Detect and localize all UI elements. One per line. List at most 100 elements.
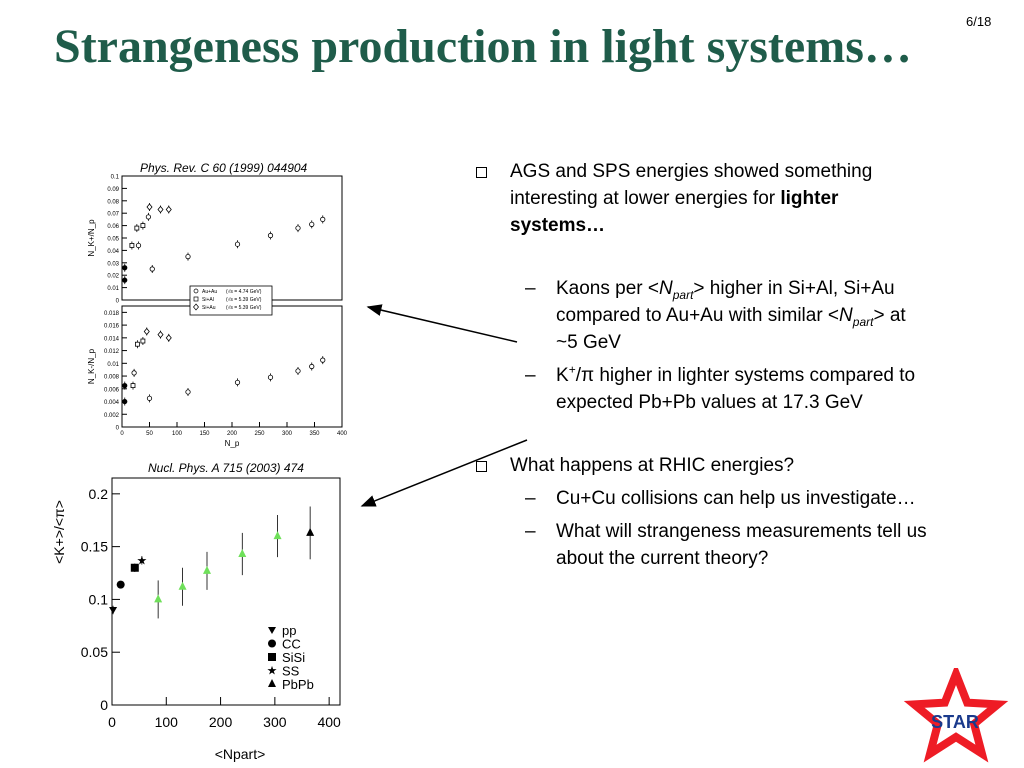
data-point bbox=[149, 266, 155, 272]
x-tick-label: 300 bbox=[282, 431, 293, 437]
y-tick-label: 0.01 bbox=[107, 286, 119, 292]
y-tick-label: 0.006 bbox=[104, 387, 120, 393]
data-point bbox=[129, 243, 135, 248]
data-point bbox=[122, 277, 128, 283]
y-tick-label: 0.03 bbox=[107, 261, 119, 267]
data-point bbox=[267, 232, 274, 239]
x-tick-label: 0 bbox=[120, 431, 124, 437]
data-point bbox=[157, 205, 164, 214]
plot-frame bbox=[111, 477, 341, 706]
y-tick-label: 0.014 bbox=[104, 336, 120, 342]
data-point bbox=[185, 389, 191, 395]
y-tick-label: 0.01 bbox=[107, 362, 119, 368]
bottom-plot: 0 0.05 0.1 0.15 0.2 0 100 200 300 400 <K+>/<π> <Npa… bbox=[51, 477, 341, 762]
dash-bullet-icon: – bbox=[525, 488, 536, 509]
data-point bbox=[273, 531, 282, 540]
data-point bbox=[140, 338, 146, 344]
legend-label: pp bbox=[282, 623, 296, 638]
arrow-to-bottom-plot bbox=[360, 439, 528, 507]
legend-label: SS bbox=[282, 664, 300, 679]
x-axis-label: <Npart> bbox=[215, 746, 266, 762]
bullet-rhic-energies: What happens at RHIC energies? bbox=[470, 452, 930, 479]
x-tick-label: 200 bbox=[227, 431, 238, 437]
data-point bbox=[154, 594, 163, 603]
y-tick-label: 0.002 bbox=[104, 413, 120, 419]
data-point bbox=[165, 205, 172, 214]
legend-marker bbox=[268, 679, 276, 687]
data-point bbox=[130, 383, 136, 389]
sub-bullet-kaons-per-npart: – Kaons per <Npart> higher in Si+Al, Si+… bbox=[470, 275, 930, 356]
data-point bbox=[122, 398, 128, 405]
data-point bbox=[145, 214, 152, 220]
data-point bbox=[109, 606, 118, 614]
data-point bbox=[309, 221, 315, 227]
data-point bbox=[234, 241, 241, 247]
x-tick-label: 100 bbox=[172, 431, 183, 437]
y-axis-label-upper: N_K+/N_p bbox=[87, 219, 96, 257]
legend-label: PbPb bbox=[282, 677, 314, 692]
y-tick-label: 0.1 bbox=[111, 175, 120, 181]
y-axis-label-lower: N_K-/N_p bbox=[87, 348, 96, 384]
y-tick-label: 0.08 bbox=[107, 199, 119, 205]
data-point bbox=[140, 223, 146, 228]
data-point bbox=[320, 216, 326, 223]
legend-system: Si+Au bbox=[202, 305, 216, 311]
legend-energy: (√s = 5.39 GeV) bbox=[226, 296, 262, 303]
top-plot-caption: Phys. Rev. C 60 (1999) 044904 bbox=[140, 161, 308, 175]
bottom-plot-caption: Nucl. Phys. A 715 (2003) 474 bbox=[148, 461, 304, 475]
data-point bbox=[146, 203, 153, 211]
data-point bbox=[143, 327, 150, 336]
data-point bbox=[203, 565, 211, 574]
x-tick-label: 150 bbox=[199, 431, 210, 437]
legend-marker bbox=[268, 639, 276, 648]
top-plot: 0 0.01 0.02 0.03 0.04 0.05 0.06 0.07 0.08 0.09 0.1… bbox=[87, 175, 348, 449]
data-point bbox=[122, 265, 128, 271]
legend-energy: (√s = 4.74 GeV) bbox=[226, 288, 262, 295]
sub-bullet-k-over-pi: – K+/π higher in lighter systems compare… bbox=[525, 362, 916, 413]
y-tick-label: 0.07 bbox=[107, 212, 119, 218]
bullet-list: AGS and SPS energies showed something in… bbox=[470, 158, 930, 572]
x-tick-label: 250 bbox=[254, 431, 265, 437]
star-logo-icon bbox=[903, 668, 1009, 763]
slide-title: Strangeness production in light systems… bbox=[54, 20, 912, 73]
y-tick-label: 0 bbox=[116, 299, 120, 305]
legend-marker bbox=[193, 296, 199, 302]
y-tick-label: 0.04 bbox=[107, 249, 119, 255]
data-point bbox=[135, 341, 140, 347]
x-axis-label: N_p bbox=[225, 439, 240, 448]
dash-bullet-icon: – bbox=[525, 278, 536, 299]
y-tick-label: 0.008 bbox=[104, 375, 120, 381]
y-tick-label: 0.09 bbox=[107, 187, 119, 193]
square-bullet-icon bbox=[476, 167, 487, 178]
square-bullet-icon bbox=[476, 461, 487, 472]
legend-label: SiSi bbox=[282, 650, 305, 665]
star-logo-text: STAR bbox=[931, 712, 979, 732]
legend-energy: (√s = 5.39 GeV) bbox=[226, 304, 262, 311]
legend-marker bbox=[268, 653, 276, 661]
data-point bbox=[157, 331, 164, 339]
legend-marker bbox=[268, 627, 276, 634]
y-tick-label: 0.1 bbox=[89, 591, 109, 607]
data-point bbox=[131, 370, 137, 376]
star-logo: STAR bbox=[903, 668, 1009, 763]
y-tick-label: 0.018 bbox=[104, 311, 120, 317]
legend-system: Au+Au bbox=[202, 289, 217, 295]
y-tick-label: 0.2 bbox=[89, 486, 109, 502]
data-point bbox=[135, 242, 142, 249]
data-point bbox=[165, 334, 172, 342]
y-axis-label: <K+>/<π> bbox=[51, 500, 67, 564]
y-tick-label: 0.05 bbox=[107, 237, 119, 243]
y-tick-label: 0 bbox=[116, 426, 120, 432]
legend-marker: ★ bbox=[267, 664, 278, 678]
data-point bbox=[238, 549, 247, 558]
bullet-ags-sps: AGS and SPS energies showed something in… bbox=[470, 158, 930, 239]
y-tick-label: 0.06 bbox=[107, 224, 119, 230]
data-point bbox=[130, 563, 139, 572]
slide-number: 6/18 bbox=[966, 14, 992, 29]
y-tick-label: 0.02 bbox=[107, 274, 119, 280]
data-point bbox=[146, 395, 153, 401]
x-tick-label: 100 bbox=[155, 714, 179, 730]
y-tick-label: 0.05 bbox=[81, 644, 108, 660]
y-tick-label: 0 bbox=[100, 697, 108, 713]
data-point bbox=[320, 357, 326, 363]
